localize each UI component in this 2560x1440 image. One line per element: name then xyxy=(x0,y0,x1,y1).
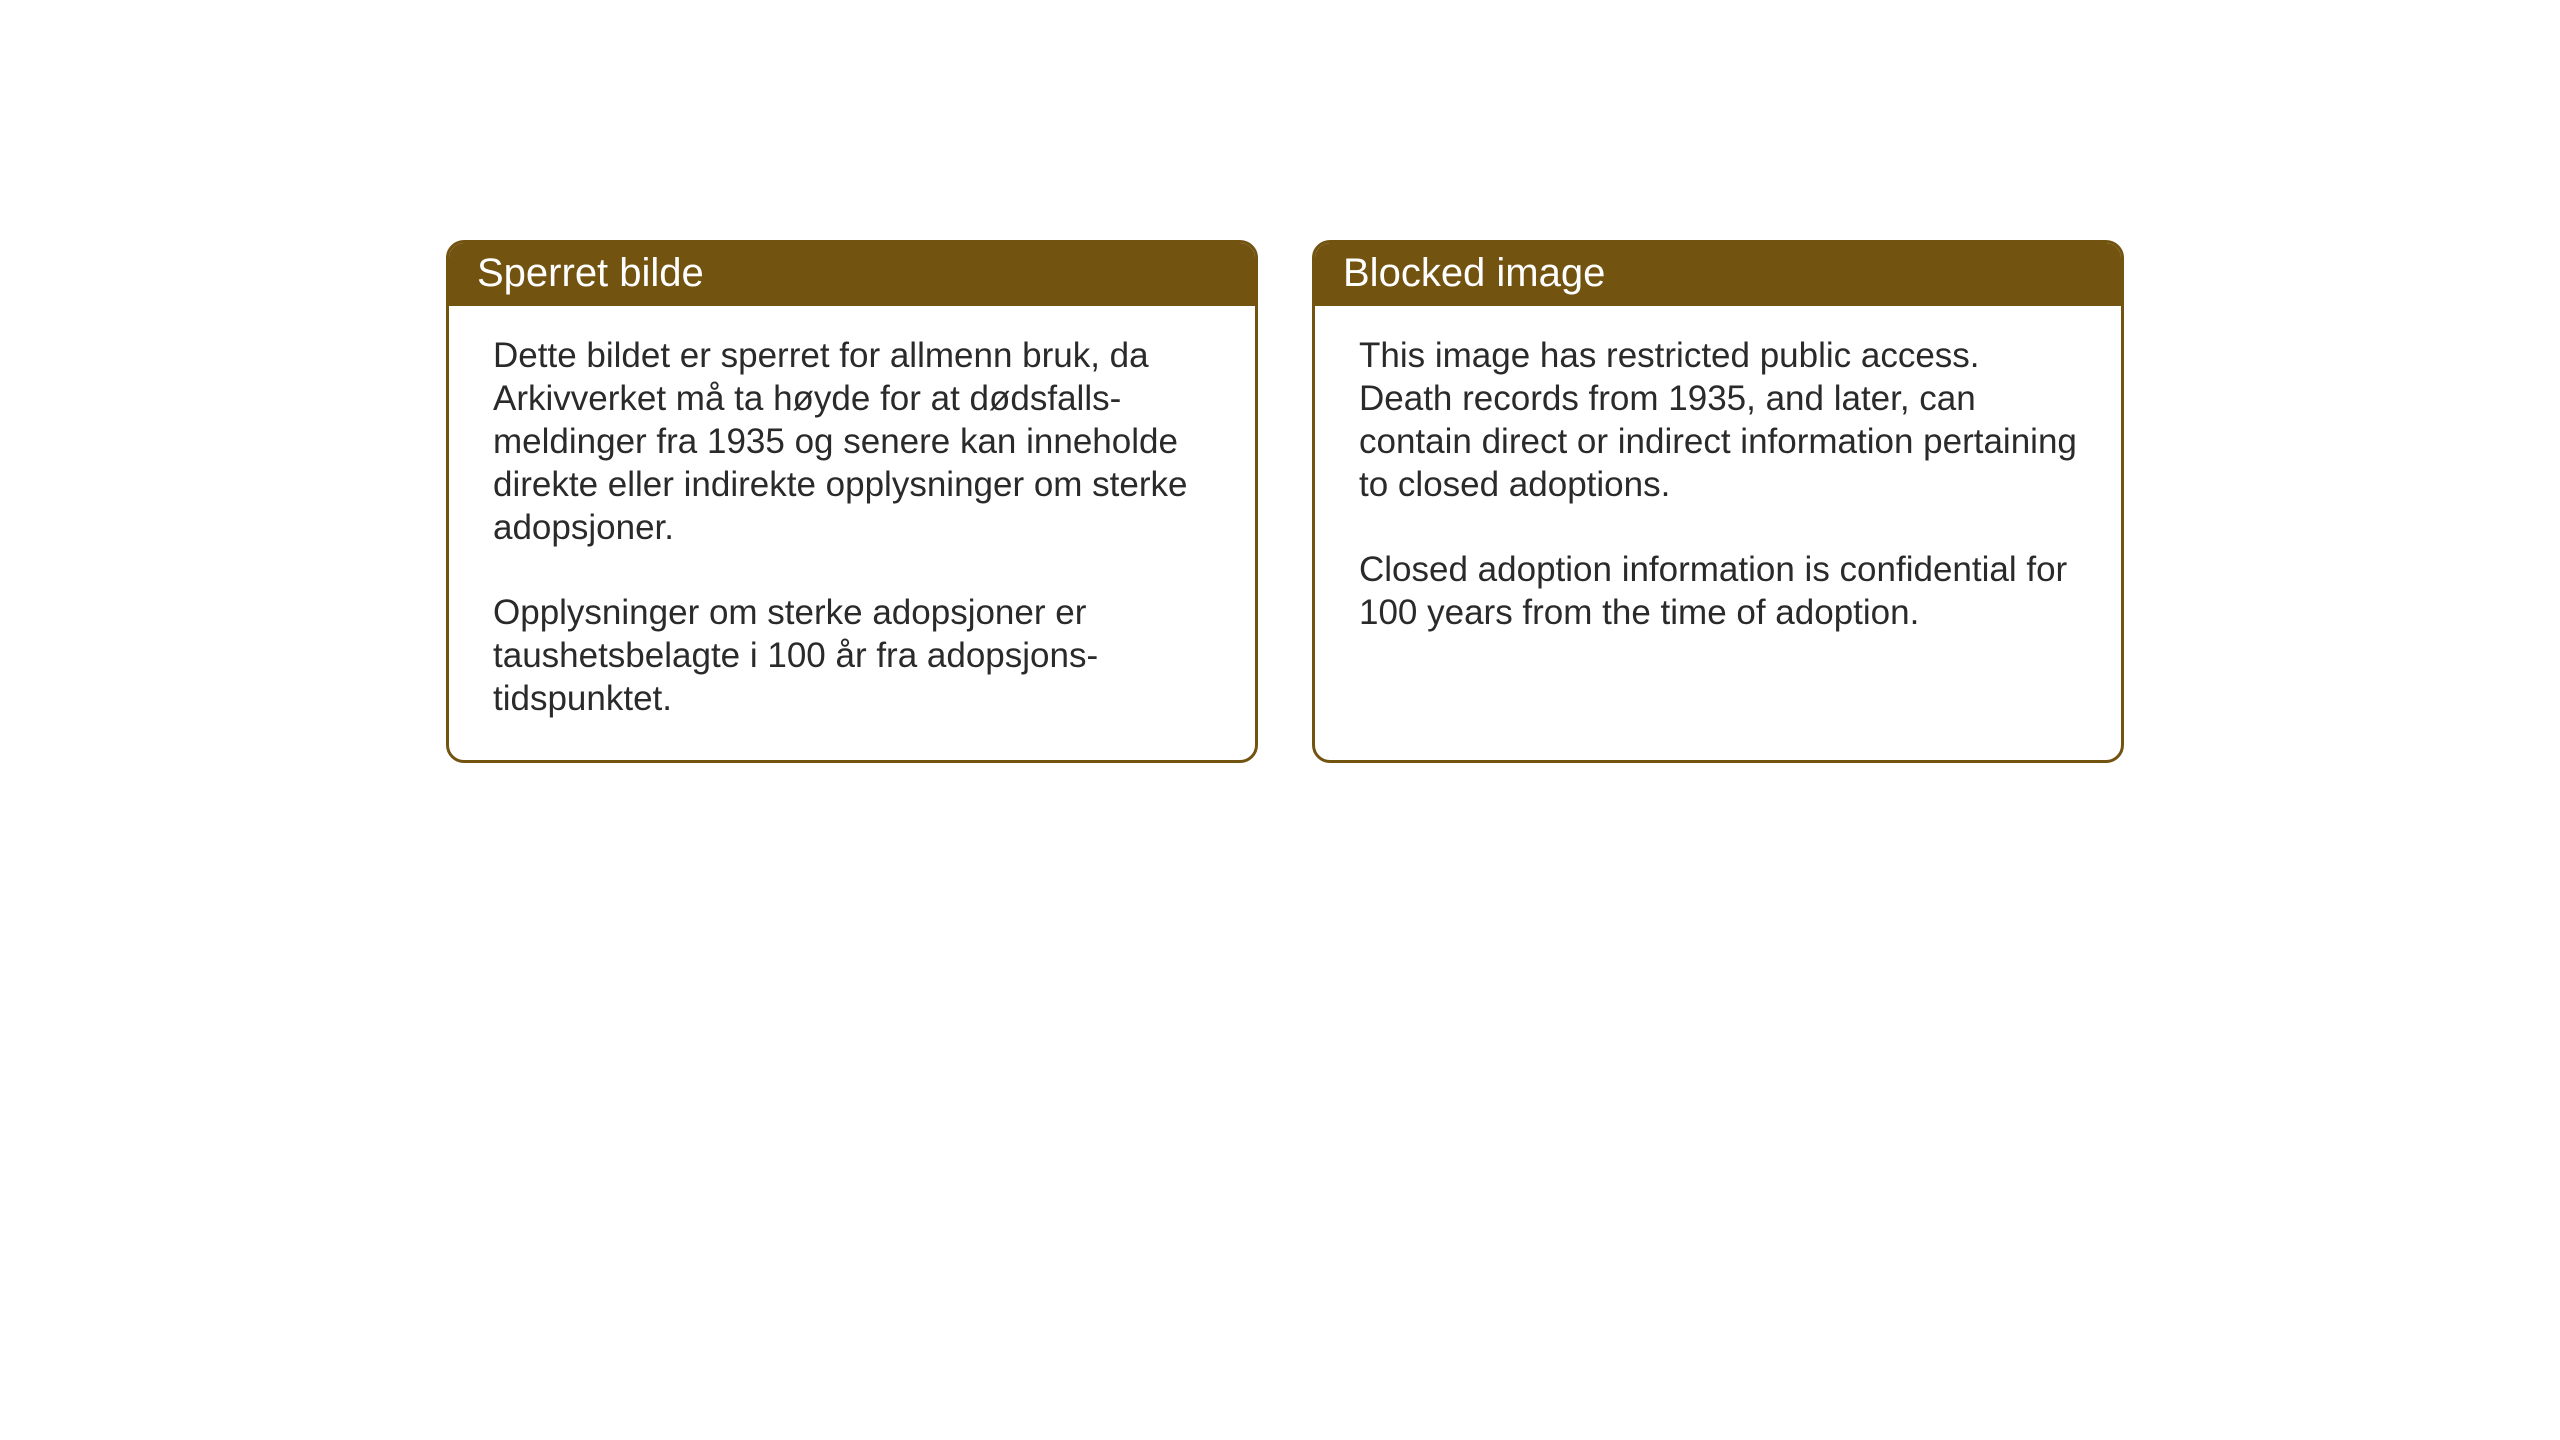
english-title: Blocked image xyxy=(1343,251,1605,295)
english-paragraph-1: This image has restricted public access.… xyxy=(1359,334,2077,506)
english-paragraph-2: Closed adoption information is confident… xyxy=(1359,548,2077,634)
norwegian-notice-card: Sperret bilde Dette bildet er sperret fo… xyxy=(446,240,1258,763)
norwegian-card-body: Dette bildet er sperret for allmenn bruk… xyxy=(449,306,1255,760)
notice-container: Sperret bilde Dette bildet er sperret fo… xyxy=(446,240,2124,763)
english-card-header: Blocked image xyxy=(1315,243,2121,306)
norwegian-paragraph-1: Dette bildet er sperret for allmenn bruk… xyxy=(493,334,1211,549)
norwegian-title: Sperret bilde xyxy=(477,251,704,295)
english-card-body: This image has restricted public access.… xyxy=(1315,306,2121,674)
norwegian-card-header: Sperret bilde xyxy=(449,243,1255,306)
norwegian-paragraph-2: Opplysninger om sterke adopsjoner er tau… xyxy=(493,591,1211,720)
english-notice-card: Blocked image This image has restricted … xyxy=(1312,240,2124,763)
